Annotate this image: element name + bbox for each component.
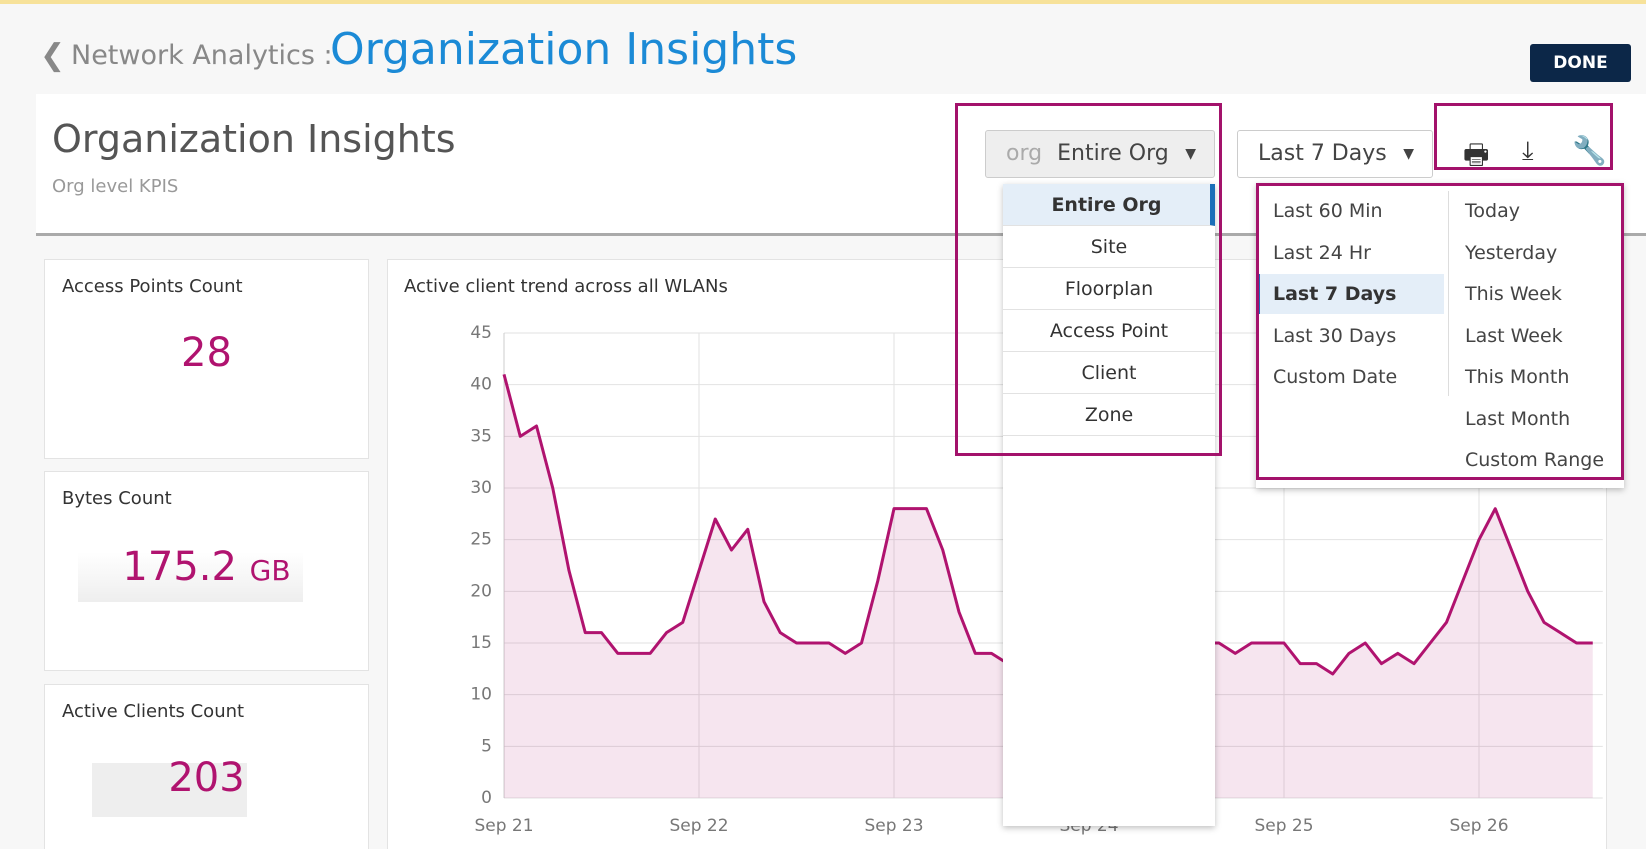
date-select[interactable]: Last 7 Days ▼ <box>1237 130 1433 178</box>
kpi-title: Access Points Count <box>62 276 243 297</box>
date-option[interactable]: Last Week <box>1465 324 1563 347</box>
y-tick-label: 45 <box>470 323 492 343</box>
scope-dropdown: Entire Org Site Floorplan Access Point Clien… <box>1003 184 1215 826</box>
scope-option[interactable]: Entire Org <box>1003 184 1215 226</box>
kpi-card: Bytes Count 175.2 GB <box>44 471 369 671</box>
scope-option[interactable]: Floorplan <box>1003 268 1215 310</box>
kpi-value: 175.2 <box>122 544 237 590</box>
panel-subtitle: Org level KPIS <box>52 176 179 197</box>
scope-option[interactable]: Access Point <box>1003 310 1215 352</box>
panel-title: Organization Insights <box>52 117 456 161</box>
y-tick-label: 0 <box>481 788 492 808</box>
settings-icon[interactable]: 🔧 <box>1572 134 1607 167</box>
highlight-box <box>1434 103 1613 170</box>
y-tick-label: 20 <box>470 581 492 601</box>
done-button[interactable]: DONE <box>1530 44 1631 82</box>
page-title: Organization Insights <box>330 24 798 75</box>
scope-option[interactable]: Client <box>1003 352 1215 394</box>
scope-select[interactable]: org Entire Org ▼ <box>985 130 1215 178</box>
highlight-box <box>955 103 1222 456</box>
date-option[interactable]: Yesterday <box>1465 241 1558 264</box>
back-arrow[interactable]: ❮ <box>40 38 66 73</box>
date-option[interactable]: This Month <box>1465 366 1570 388</box>
kpi-title: Bytes Count <box>62 488 172 509</box>
highlight-box <box>1256 183 1624 480</box>
y-tick-label: 35 <box>470 426 492 446</box>
x-tick-label: Sep 21 <box>474 816 533 836</box>
y-tick-label: 30 <box>470 478 492 498</box>
y-tick-label: 15 <box>470 633 492 653</box>
x-tick-label: Sep 25 <box>1254 816 1313 836</box>
kpi-value: 203 <box>168 755 245 801</box>
kpi-card: Access Points Count 28 <box>44 259 369 459</box>
sparkline <box>78 552 303 602</box>
chart-title: Active client trend across all WLANs <box>404 276 728 297</box>
top-strip <box>0 0 1646 4</box>
print-icon[interactable]: 🖶 <box>1463 138 1490 171</box>
kpi-value: 28 <box>181 330 232 376</box>
divider <box>1448 191 1449 396</box>
y-tick-label: 40 <box>470 375 492 395</box>
scope-value: Entire Org <box>1057 141 1169 166</box>
scope-prefix: org <box>1006 141 1043 166</box>
sparkline <box>92 763 247 817</box>
date-option[interactable]: Today <box>1465 200 1520 222</box>
scope-option[interactable]: Site <box>1003 226 1215 268</box>
breadcrumb[interactable]: Network Analytics : <box>71 40 333 71</box>
date-option[interactable]: Last 7 Days <box>1256 274 1444 314</box>
date-dropdown: Last 60 Min Last 24 Hr Last 7 Days Last 30 … <box>1256 183 1624 488</box>
date-option[interactable]: Last 30 Days <box>1273 324 1397 347</box>
y-tick-label: 10 <box>470 685 492 705</box>
date-option[interactable]: Custom Date <box>1273 366 1398 388</box>
x-tick-label: Sep 22 <box>669 816 728 836</box>
y-tick-label: 5 <box>481 736 492 756</box>
date-option[interactable]: Custom Range <box>1465 449 1605 471</box>
date-value: Last 7 Days <box>1258 141 1387 166</box>
date-option[interactable]: This Week <box>1465 283 1562 305</box>
x-tick-label: Sep 23 <box>864 816 923 836</box>
kpi-unit: GB <box>249 554 291 587</box>
date-option[interactable]: Last 24 Hr <box>1273 241 1371 264</box>
date-option[interactable]: Last Month <box>1465 407 1571 430</box>
x-tick-label: Sep 26 <box>1449 816 1508 836</box>
area <box>504 374 1593 798</box>
kpi-card: Active Clients Count 203 <box>44 684 369 849</box>
download-icon[interactable]: ⤓ <box>1522 136 1534 166</box>
date-option[interactable]: Last 60 Min <box>1273 200 1383 222</box>
kpi-title: Active Clients Count <box>62 701 245 722</box>
y-tick-label: 25 <box>470 530 492 550</box>
scope-option[interactable]: Zone <box>1003 394 1215 436</box>
